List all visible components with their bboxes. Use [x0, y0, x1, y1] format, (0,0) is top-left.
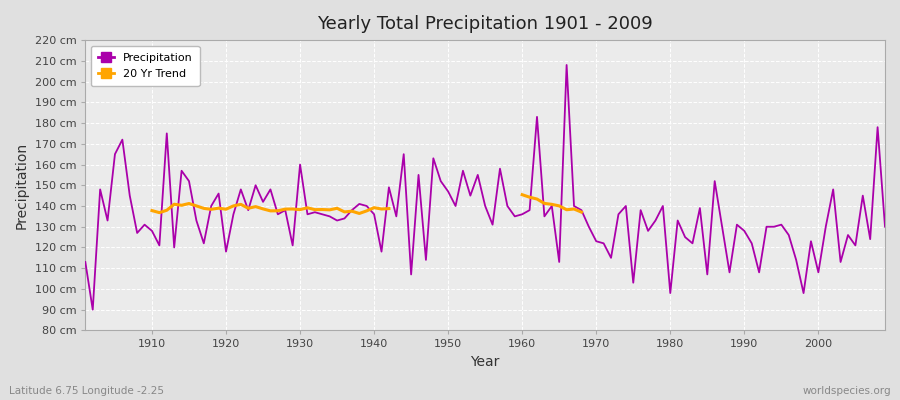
Text: Latitude 6.75 Longitude -2.25: Latitude 6.75 Longitude -2.25 — [9, 386, 164, 396]
X-axis label: Year: Year — [471, 355, 500, 369]
Y-axis label: Precipitation: Precipitation — [15, 142, 29, 229]
Text: worldspecies.org: worldspecies.org — [803, 386, 891, 396]
Title: Yearly Total Precipitation 1901 - 2009: Yearly Total Precipitation 1901 - 2009 — [318, 15, 653, 33]
Legend: Precipitation, 20 Yr Trend: Precipitation, 20 Yr Trend — [91, 46, 200, 86]
